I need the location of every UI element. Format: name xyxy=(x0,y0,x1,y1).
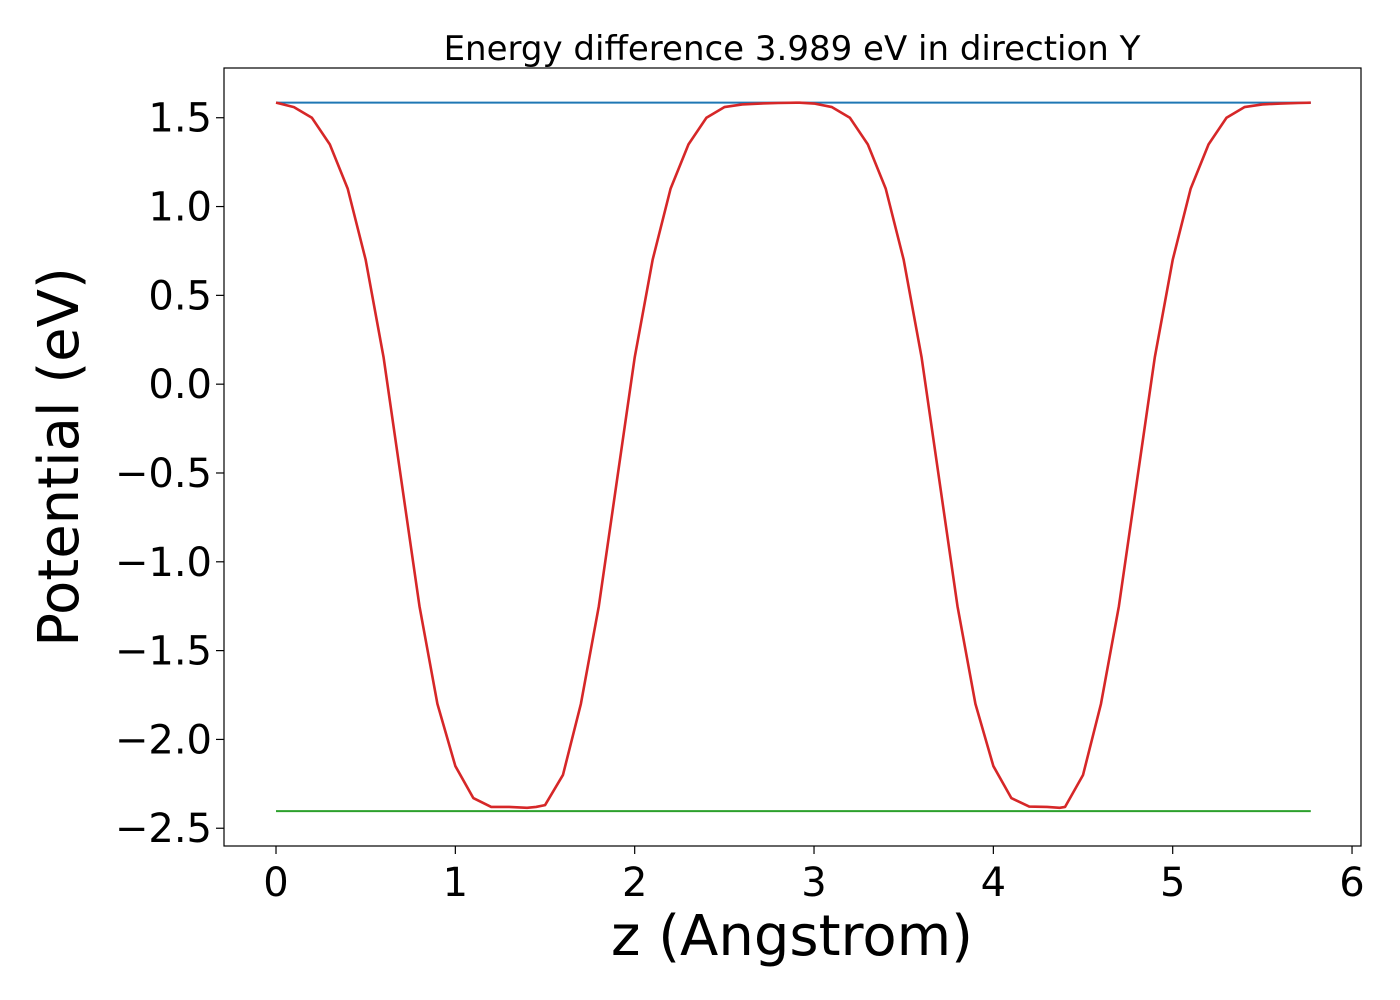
y-tick-label: −0.5 xyxy=(115,451,212,497)
x-tick-label: 2 xyxy=(622,860,647,906)
potential-curve xyxy=(275,101,1311,810)
chart-title: Energy difference 3.989 eV in direction … xyxy=(444,29,1141,69)
x-axis-label: z (Angstrom) xyxy=(611,904,973,969)
y-tick-label: 1.5 xyxy=(148,96,212,142)
y-tick-label: 1.0 xyxy=(148,185,212,231)
plot-area xyxy=(275,101,1311,813)
y-tick-label: 0.5 xyxy=(148,273,212,319)
x-tick-label: 4 xyxy=(981,860,1006,906)
y-tick-label: −1.5 xyxy=(115,629,212,675)
x-tick-label: 6 xyxy=(1339,860,1364,906)
y-tick-label: −2.0 xyxy=(115,717,212,763)
x-tick-label: 5 xyxy=(1160,860,1185,906)
y-tick-label: −1.0 xyxy=(115,540,212,586)
x-tick-label: 3 xyxy=(801,860,826,906)
y-tick-label: −2.5 xyxy=(115,806,212,852)
plot-frame xyxy=(223,67,1362,847)
y-axis-label: Potential (eV) xyxy=(27,267,92,647)
x-tick-label: 1 xyxy=(443,860,468,906)
x-tick-label: 0 xyxy=(263,860,288,906)
x-axis-ticks: 0 1 2 3 4 5 6 xyxy=(263,846,1365,906)
y-axis-ticks: −2.5 −2.0 −1.5 −1.0 −0.5 0.0 0.5 1.0 1.5 xyxy=(115,96,224,852)
y-tick-label: 0.0 xyxy=(148,362,212,408)
